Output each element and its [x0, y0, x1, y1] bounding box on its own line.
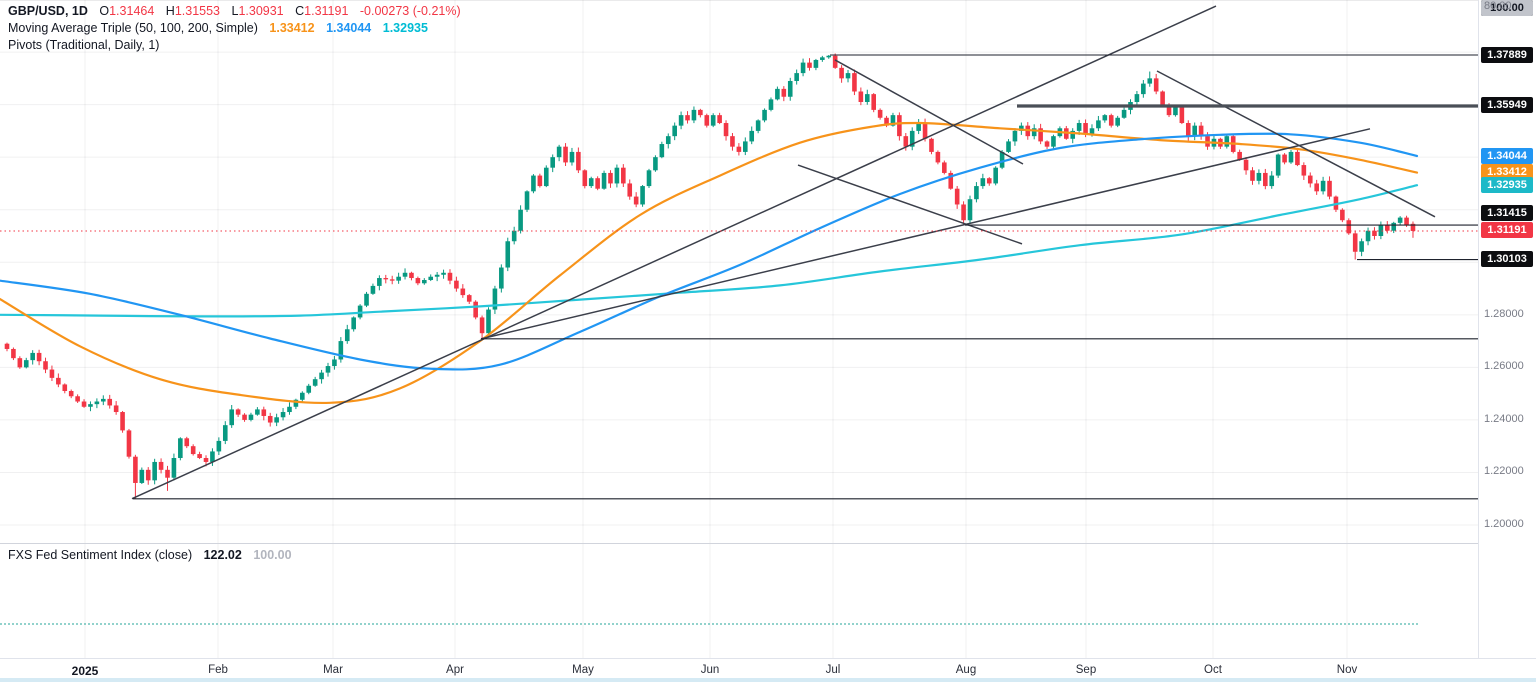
high-label: H: [165, 4, 175, 18]
trend-line-falling-from-sep-peak[interactable]: [1156, 70, 1436, 218]
time-label-Aug: Aug: [955, 664, 977, 676]
sentiment-title: FXS Fed Sentiment Index (close): [8, 548, 193, 562]
price-badge-1.32935: 1.32935: [1481, 176, 1533, 193]
sentiment-axis-label-100.00: 100.00: [1481, 0, 1533, 16]
high-value: 1.31553: [174, 4, 220, 18]
grid-lines: [0, 0, 1478, 658]
ma-title: Moving Average Triple (50, 100, 200, Sim…: [8, 21, 258, 35]
close-label: C: [295, 4, 305, 18]
low-label: L: [231, 4, 239, 18]
price-badge-1.33412: 1.33412: [1481, 164, 1533, 181]
time-label-Mar: Mar: [323, 664, 343, 676]
symbol-title: GBP/USD, 1D: [8, 4, 88, 18]
price-tick-1.20000: 1.20000: [1484, 518, 1524, 530]
chart-canvas[interactable]: [0, 0, 1478, 658]
price-axis[interactable]: 1.28000 1.26000 1.24000 1.22000 1.20000 1.378…: [1478, 0, 1536, 658]
open-value: 1.31464: [109, 4, 155, 18]
candlestick-series: [4, 53, 1416, 499]
sentiment-value: 122.02: [203, 548, 242, 562]
change-value: -0.00273 (-0.21%): [359, 4, 461, 18]
pane-separator[interactable]: [0, 543, 1478, 544]
pivots-title: Pivots (Traditional, Daily, 1): [8, 38, 160, 52]
sma50-line[interactable]: [0, 121, 1419, 405]
time-label-Feb: Feb: [208, 664, 228, 676]
time-label-Nov: Nov: [1336, 664, 1358, 676]
price-tick-1.28000: 1.28000: [1484, 307, 1524, 320]
sma200-value: 1.32935: [382, 21, 428, 35]
trend-line-falling-short-jul[interactable]: [797, 164, 1023, 245]
sma100-line[interactable]: [0, 132, 1419, 371]
sentiment-baseline-value: 100.00: [253, 548, 292, 562]
time-label-Jun: Jun: [700, 664, 720, 676]
low-value: 1.30931: [238, 4, 284, 18]
price-tick-1.24000: 1.24000: [1484, 412, 1524, 425]
trend-line-falling-from-jul-peak[interactable]: [834, 59, 1024, 165]
sma200-line[interactable]: [0, 184, 1419, 318]
trend-line-rising-from-jan-low[interactable]: [131, 5, 1217, 500]
sma100-value: 1.34044: [326, 21, 372, 35]
open-label: O: [99, 4, 110, 18]
symbol-legend-row[interactable]: GBP/USD, 1D O1.31464 H1.31553 L1.30931 C…: [8, 3, 461, 20]
time-label-Jul: Jul: [825, 664, 841, 676]
time-label-Oct: Oct: [1204, 664, 1222, 676]
time-label-Apr: Apr: [446, 664, 464, 676]
sentiment-axis-label-80.00: 80.00: [1484, 0, 1512, 12]
price-badge-1.37889: 1.37889: [1481, 46, 1533, 63]
sma50-value: 1.33412: [269, 21, 315, 35]
ma-legend-row[interactable]: Moving Average Triple (50, 100, 200, Sim…: [8, 20, 461, 37]
price-badge-1.31191: 1.31191: [1481, 222, 1533, 239]
price-badge-1.34044: 1.34044: [1481, 147, 1533, 164]
time-label-2025: 2025: [71, 664, 99, 678]
price-badge-1.35949: 1.35949: [1481, 97, 1533, 114]
price-badge-1.31415: 1.31415: [1481, 204, 1533, 221]
close-value: 1.31191: [304, 4, 349, 18]
price-tick-1.26000: 1.26000: [1484, 360, 1524, 373]
price-tick-1.22000: 1.22000: [1484, 465, 1524, 478]
trend-line-rising-from-apr-low[interactable]: [480, 128, 1371, 340]
time-label-Sep: Sep: [1075, 664, 1097, 676]
main-legend: GBP/USD, 1D O1.31464 H1.31553 L1.30931 C…: [8, 3, 461, 54]
window-bottom-strip: [0, 678, 1536, 682]
pivots-legend-row[interactable]: Pivots (Traditional, Daily, 1): [8, 37, 461, 54]
time-label-May: May: [572, 664, 594, 676]
price-badge-1.30103: 1.30103: [1481, 251, 1533, 268]
sentiment-legend[interactable]: FXS Fed Sentiment Index (close) 122.02 1…: [8, 547, 292, 564]
